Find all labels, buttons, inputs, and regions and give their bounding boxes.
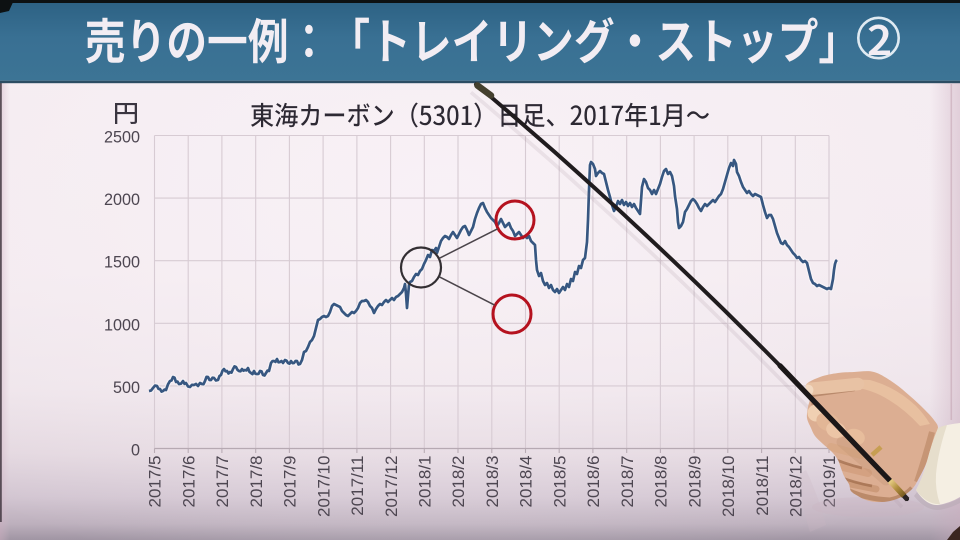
svg-text:1500: 1500	[104, 254, 140, 272]
svg-text:2017/6: 2017/6	[179, 456, 198, 508]
svg-text:2000: 2000	[104, 191, 140, 209]
svg-text:2017/10: 2017/10	[314, 456, 333, 517]
svg-text:2018/1: 2018/1	[416, 456, 435, 508]
svg-text:2018/10: 2018/10	[719, 456, 738, 517]
svg-text:2017/11: 2017/11	[348, 456, 367, 516]
svg-text:2018/9: 2018/9	[685, 456, 704, 508]
svg-text:2017/8: 2017/8	[247, 456, 266, 508]
svg-text:2017/9: 2017/9	[281, 456, 300, 508]
svg-text:0: 0	[131, 442, 140, 460]
svg-text:2018/3: 2018/3	[483, 456, 502, 508]
svg-text:2019/1: 2019/1	[820, 456, 839, 508]
svg-text:2018/7: 2018/7	[618, 456, 637, 508]
svg-text:2018/4: 2018/4	[517, 456, 536, 508]
svg-text:2018/6: 2018/6	[584, 456, 603, 508]
svg-text:2018/8: 2018/8	[652, 456, 671, 508]
svg-text:1000: 1000	[104, 316, 140, 334]
svg-text:2017/5: 2017/5	[146, 456, 165, 508]
svg-text:500: 500	[113, 379, 140, 397]
svg-text:2018/11: 2018/11	[753, 456, 772, 516]
svg-text:2018/12: 2018/12	[787, 456, 806, 517]
svg-text:2017/12: 2017/12	[382, 456, 401, 517]
svg-text:2018/2: 2018/2	[449, 456, 468, 508]
svg-text:2017/7: 2017/7	[213, 456, 232, 508]
svg-text:2018/5: 2018/5	[550, 456, 569, 508]
svg-text:2500: 2500	[104, 129, 140, 147]
